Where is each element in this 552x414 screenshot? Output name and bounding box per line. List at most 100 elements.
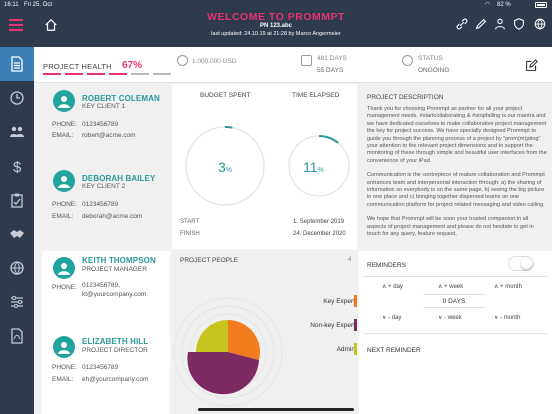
contact-role: KEY CLIENT 1 [82, 103, 126, 110]
dollar-icon: $ [13, 159, 22, 174]
info-icon [402, 55, 413, 66]
budget-spent-label: BUDGET SPENT [200, 92, 251, 99]
budget-amount: 1.000.000 USD [192, 58, 237, 65]
sidebar-item-people[interactable] [0, 115, 34, 149]
health-segment [87, 73, 105, 75]
budget-gauge [185, 125, 265, 206]
time-gauge [288, 135, 350, 197]
pencil-icon[interactable] [474, 17, 488, 31]
avatar [53, 336, 75, 358]
people-count: 4 [348, 257, 352, 263]
contact-email[interactable]: deborah@acme.com [82, 213, 143, 220]
handshake-icon [10, 230, 24, 238]
start-date: 1. September 2019 [293, 219, 345, 225]
home-indicator [198, 408, 354, 411]
wifi-icon: ◠ [485, 2, 491, 8]
sidebar-item-sliders[interactable] [0, 285, 34, 319]
sidebar-item-document[interactable] [0, 47, 34, 81]
admin-slice [196, 320, 228, 352]
contact-email[interactable]: robert@acme.com [82, 132, 136, 139]
legend-admin: Admin [336, 346, 355, 353]
legend-non-key-expert: Non-key Expert [310, 322, 355, 329]
money-icon [177, 55, 188, 66]
budget-spent-value: 3% [218, 159, 233, 175]
battery-percent: 82 % [497, 2, 511, 8]
contact-phone[interactable]: 0123456789 [82, 364, 119, 371]
sidebar-item-pdf[interactable] [0, 319, 34, 353]
key-clients-panel: ROBERT COLEMAN KEY CLIENT 1 PHONE: 01234… [42, 84, 170, 249]
phone-label: PHONE: [52, 201, 77, 208]
description-paragraph: Thank you for choosing Prommpt as partne… [367, 106, 547, 164]
non-key-expert-slice [187, 352, 259, 395]
legend-swatch [354, 319, 357, 331]
globe-icon[interactable] [533, 17, 547, 31]
user-icon [58, 176, 70, 188]
people-group-icon[interactable] [493, 17, 507, 31]
sidebar-item-handshake[interactable] [0, 217, 34, 251]
svg-text:$: $ [13, 159, 22, 174]
project-people-panel: PROJECT PEOPLE 4 Key Expert Non-key Expe… [172, 251, 357, 414]
contact-role: PROJECT DIRECTOR [82, 347, 148, 354]
time-elapsed-value: 11% [303, 159, 324, 175]
duration-label: 481 DAYS [317, 55, 347, 62]
description-text: Thank you for choosing Prommpt as partne… [367, 106, 547, 246]
user-icon [58, 342, 70, 354]
sidebar-item-clipboard[interactable] [0, 183, 34, 217]
header-toolbar [455, 17, 550, 33]
avatar [53, 257, 75, 279]
contact-name: KEITH THOMPSON [82, 256, 156, 265]
link-icon[interactable] [455, 17, 469, 31]
people-icon [10, 126, 24, 137]
health-segment [153, 73, 171, 75]
sidebar-item-globe[interactable] [0, 251, 34, 285]
contact-name: ELIZABETH HILL [82, 337, 149, 346]
days-box [423, 294, 485, 308]
clipboard-icon [11, 193, 23, 208]
avatar [53, 90, 75, 112]
status-date: Fri 25. Oct [24, 2, 53, 8]
plus-week-button[interactable]: ∧ + week [438, 284, 464, 290]
project-description-panel[interactable]: PROJECT DESCRIPTION Thank you for choosi… [359, 84, 552, 249]
status-time: 16:11 [4, 2, 19, 8]
project-number: PN 123.abc [259, 23, 293, 29]
description-title: PROJECT DESCRIPTION [367, 94, 444, 101]
minus-week-button[interactable]: ∨ - week [438, 315, 462, 321]
contact-email[interactable]: kt@yourcompany.com [82, 291, 147, 298]
menu-icon[interactable] [9, 19, 23, 31]
reminders-toggle[interactable] [508, 256, 534, 271]
contact-email[interactable]: eh@yourcompany.com [82, 376, 149, 383]
contact-phone[interactable]: 0123456789 [82, 201, 119, 208]
start-label: START [180, 219, 200, 225]
health-segment [131, 73, 149, 75]
status-value: ONGOING [418, 67, 450, 74]
last-updated: last updated: 24.10.19 at 21:28 by Marco… [211, 31, 341, 37]
people-chart [173, 297, 283, 407]
finish-date: 24. December 2020 [293, 231, 346, 237]
budget-panel: BUDGET SPENT TIME ELAPSED 3% 11% START 1… [172, 84, 357, 249]
app-title: WELCOME TO PROMMPT [207, 11, 345, 23]
duration-sub: 55 DAYS [317, 67, 344, 74]
minus-month-button[interactable]: ∨ - month [494, 315, 521, 321]
home-icon[interactable] [44, 18, 58, 32]
avatar [53, 170, 75, 192]
minus-day-button[interactable]: ∨ - day [382, 315, 402, 321]
status-label: STATUS [418, 55, 443, 62]
legend-swatch [354, 343, 357, 355]
app-header: 16:11 Fri 25. Oct ◠ 82 % WELCOME TO PROM… [0, 0, 552, 47]
plus-day-button[interactable]: ∧ + day [382, 284, 403, 290]
globe-icon [10, 261, 24, 275]
shield-icon[interactable] [512, 17, 526, 31]
sidebar-item-clock[interactable] [0, 81, 34, 115]
contact-role: PROJECT MANAGER [82, 266, 147, 273]
plus-month-button[interactable]: ∧ + month [494, 284, 522, 290]
contact-phone[interactable]: 0123456789 [82, 121, 119, 128]
user-icon [58, 263, 70, 275]
reminders-title: REMINDERS [367, 262, 407, 269]
key-expert-slice [228, 320, 261, 360]
contact-role: KEY CLIENT 2 [82, 183, 126, 190]
sidebar-item-dollar[interactable]: $ [0, 149, 34, 183]
contact-phone[interactable]: 0123456789, [82, 282, 120, 289]
edit-icon[interactable] [525, 59, 538, 72]
health-label: PROJECT HEALTH [43, 62, 112, 71]
health-segment [65, 73, 83, 75]
